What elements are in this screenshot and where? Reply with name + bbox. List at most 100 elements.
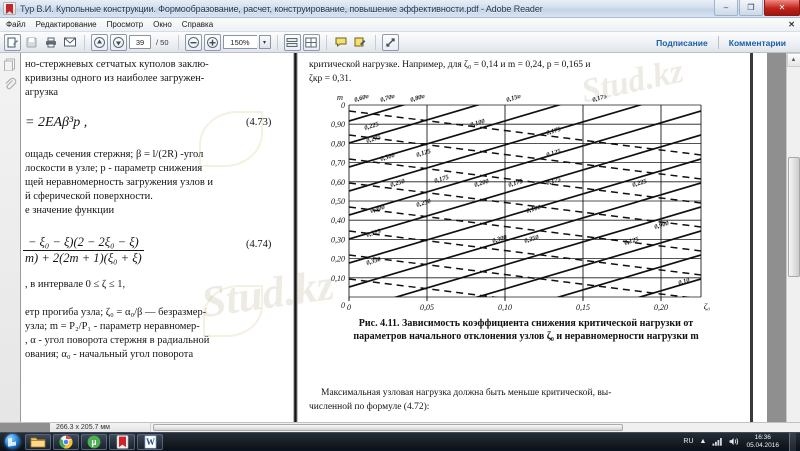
start-button[interactable] bbox=[1, 433, 23, 450]
formula-473: = 2EAβ³p , bbox=[25, 115, 87, 131]
chrome-icon bbox=[59, 435, 73, 449]
formula-474-numerator: − ξ₀ − ξ)(2 − 2ξ₀ − ξ) bbox=[23, 235, 144, 251]
show-hidden-icons-icon[interactable]: ▲ bbox=[700, 438, 707, 445]
save-icon[interactable] bbox=[23, 34, 40, 51]
chart-y-axis-label: m bbox=[337, 95, 343, 102]
sticky-note-icon[interactable] bbox=[333, 34, 350, 51]
clock-date: 05.04.2016 bbox=[746, 442, 779, 450]
folder-icon bbox=[30, 436, 46, 448]
document-area: но-стержневых сетчатых куполов заклю- кр… bbox=[0, 53, 800, 422]
language-indicator[interactable]: RU bbox=[683, 438, 693, 445]
chart-xtick-010: 0,10 bbox=[498, 303, 512, 312]
horizontal-scroll-thumb[interactable] bbox=[153, 424, 623, 431]
minimize-button[interactable]: – bbox=[714, 0, 738, 16]
page-number-input[interactable]: 39 bbox=[129, 35, 151, 49]
next-page-icon[interactable] bbox=[110, 34, 127, 51]
volume-icon[interactable] bbox=[729, 433, 740, 451]
left-line-8: е значение функции bbox=[25, 205, 114, 217]
previous-page-icon[interactable] bbox=[91, 34, 108, 51]
vertical-scrollbar[interactable]: ▲ bbox=[786, 53, 800, 422]
right-text-column: критической нагрузке. Например, для ζ₀ =… bbox=[303, 57, 755, 419]
figure-caption-line-2: параметров начального отклонения узлов ζ… bbox=[311, 330, 741, 343]
chevron-down-icon[interactable]: ▾ bbox=[259, 35, 271, 49]
chart-ytick-040: 0,40 bbox=[331, 216, 345, 225]
chart-ytick-060: 0,60 bbox=[331, 178, 345, 187]
window-controls: – ❐ ✕ bbox=[713, 0, 800, 17]
taskbar-explorer[interactable] bbox=[25, 434, 51, 450]
chart-ytick-030: 0,30 bbox=[331, 235, 345, 244]
pages-icon[interactable] bbox=[3, 57, 17, 71]
comment-link[interactable]: Комментарии bbox=[719, 38, 796, 48]
left-line-13: ования; α₀ - начальный угол поворота bbox=[25, 349, 193, 361]
maximize-button[interactable]: ❐ bbox=[739, 0, 763, 16]
zoom-in-icon[interactable] bbox=[204, 34, 221, 51]
taskbar-chrome[interactable] bbox=[53, 434, 79, 450]
open-file-icon[interactable] bbox=[4, 34, 21, 51]
chart-x-tick-labels: 0 0,05 0,10 0,15 0,20 bbox=[347, 303, 668, 312]
main-toolbar: 39 / 50 150% ▾ Подписание bbox=[0, 32, 800, 53]
left-line-2: кривизны одного из наиболее загружен- bbox=[25, 73, 204, 85]
chart-xtick-015: 0,15 bbox=[576, 303, 590, 312]
taskbar-word[interactable]: W bbox=[137, 434, 163, 450]
left-line-6: щей неравномерность загружения узлов и bbox=[25, 177, 213, 189]
scroll-up-icon[interactable]: ▲ bbox=[787, 53, 800, 67]
left-line-9: , в интервале 0 ≤ ζ ≤ 1, bbox=[25, 279, 125, 291]
chart-y-tick-labels: 0 0,90 0,80 0,70 0,60 0,50 0,40 0,30 0,2… bbox=[331, 101, 345, 310]
fullscreen-icon[interactable] bbox=[382, 34, 399, 51]
panel-close-icon[interactable]: ✕ bbox=[788, 20, 795, 29]
page-display-icon[interactable] bbox=[303, 34, 320, 51]
chart-label-0150: 0,150 bbox=[506, 95, 523, 104]
windows-taskbar: µ W RU ▲ bbox=[0, 432, 800, 450]
taskbar-adobe-reader[interactable] bbox=[109, 434, 135, 450]
sign-link[interactable]: Подписание bbox=[646, 38, 718, 48]
chart-xtick-0: 0 bbox=[347, 303, 351, 312]
menu-help[interactable]: Справка bbox=[182, 20, 213, 29]
close-button[interactable]: ✕ bbox=[764, 0, 800, 16]
clock[interactable]: 16:36 05.04.2016 bbox=[746, 434, 779, 450]
zoom-out-icon[interactable] bbox=[185, 34, 202, 51]
equation-number-473: (4.73) bbox=[246, 117, 271, 128]
page-gutter bbox=[293, 53, 298, 422]
left-line-7: й сферической поверхности. bbox=[25, 191, 153, 203]
clock-time: 16:36 bbox=[755, 434, 771, 442]
chart-ytick-070: 0,70 bbox=[331, 159, 345, 168]
show-desktop-button[interactable] bbox=[789, 433, 796, 451]
right-line-2: ζкр = 0,31. bbox=[309, 73, 351, 85]
menu-edit[interactable]: Редактирование bbox=[36, 20, 97, 29]
chart-ytick-top-0: 0 bbox=[341, 101, 345, 110]
network-icon[interactable] bbox=[712, 433, 723, 451]
pdf-page-view[interactable]: но-стержневых сетчатых куполов заклю- кр… bbox=[21, 53, 800, 422]
status-bar: 266.3 x 205.7 мм bbox=[0, 422, 800, 432]
toolbar-right-links: Подписание Комментарии bbox=[646, 32, 796, 53]
chart-axis-ticks bbox=[349, 297, 661, 301]
utorrent-icon: µ bbox=[87, 435, 101, 449]
toolbar-separator bbox=[84, 35, 85, 50]
zoom-level-input[interactable]: 150% bbox=[223, 35, 257, 49]
chart-x-axis-label: ζ₀ bbox=[704, 301, 710, 311]
taskbar-utorrent[interactable]: µ bbox=[81, 434, 107, 450]
left-line-1: но-стержневых сетчатых куполов заклю- bbox=[25, 59, 209, 71]
svg-text:µ: µ bbox=[91, 437, 96, 447]
page-total-label: / 50 bbox=[156, 38, 169, 47]
left-line-10: етр прогиба узла; ζ₀ = α₀/β — безразмер- bbox=[25, 307, 206, 319]
chart-figure: 0 0,90 0,80 0,70 0,60 0,50 0,40 0,30 0,2… bbox=[311, 95, 741, 340]
highlight-text-icon[interactable] bbox=[352, 34, 369, 51]
page-size-label: 266.3 x 205.7 мм bbox=[56, 424, 110, 431]
fit-page-icon[interactable] bbox=[284, 34, 301, 51]
paperclip-icon[interactable] bbox=[3, 77, 17, 91]
chart-ytick-090: 0,90 bbox=[331, 120, 345, 129]
print-icon[interactable] bbox=[42, 34, 59, 51]
vertical-scroll-thumb[interactable] bbox=[788, 157, 800, 277]
navigation-pane bbox=[0, 53, 21, 422]
menu-view[interactable]: Просмотр bbox=[107, 20, 144, 29]
chart-xtick-005: 0,05 bbox=[420, 303, 434, 312]
menu-file[interactable]: Файл bbox=[6, 20, 26, 29]
window-titlebar[interactable]: Тур В.И. Купольные конструкции. Формообр… bbox=[0, 0, 800, 18]
chart-ytick-050: 0,50 bbox=[331, 197, 345, 206]
left-line-12: , α - угол поворота стержня в радиальной bbox=[25, 335, 209, 347]
email-icon[interactable] bbox=[61, 34, 78, 51]
chart-label-0175: 0,175 bbox=[592, 95, 609, 104]
menu-window[interactable]: Окно bbox=[153, 20, 172, 29]
adobe-reader-icon bbox=[3, 2, 16, 15]
chart-ytick-010: 0,10 bbox=[331, 274, 345, 283]
